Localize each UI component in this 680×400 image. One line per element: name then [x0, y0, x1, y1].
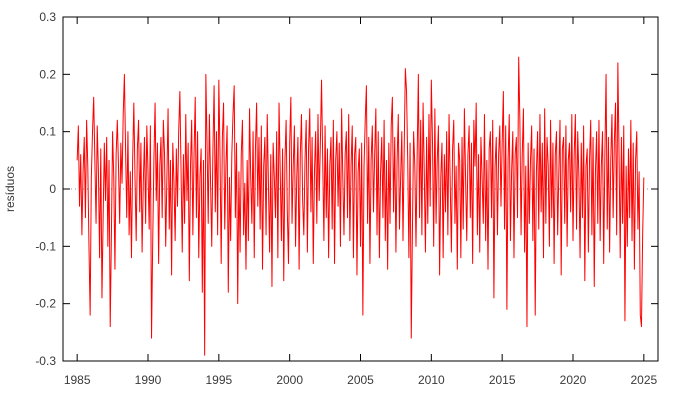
x-tick-label: 2005	[347, 373, 374, 387]
y-tick-label: 0	[49, 182, 56, 196]
y-tick-label: 0.1	[39, 125, 56, 139]
x-tick-label: 2000	[276, 373, 303, 387]
y-tick-label: -0.2	[35, 297, 56, 311]
x-tick-label: 2025	[630, 373, 657, 387]
x-tick-label: 1990	[135, 373, 162, 387]
x-tick-label: 1995	[205, 373, 232, 387]
y-tick-label: 0.3	[39, 10, 56, 24]
residuals-series-line	[76, 56, 645, 356]
y-tick-label: -0.1	[35, 239, 56, 253]
y-tick-label: 0.2	[39, 67, 56, 81]
y-axis-label: resíduos	[3, 166, 17, 212]
y-tick-label: -0.3	[35, 354, 56, 368]
x-tick-label: 2020	[560, 373, 587, 387]
x-tick-label: 2015	[489, 373, 516, 387]
x-tick-label: 2010	[418, 373, 445, 387]
x-tick-label: 1985	[64, 373, 91, 387]
